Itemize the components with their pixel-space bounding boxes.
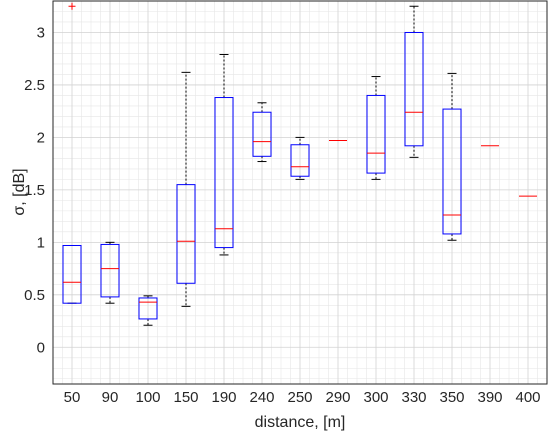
y-tick-labels: 0 0.5 1 1.5 2 2.5 3 — [24, 24, 45, 356]
x-tick-label: 150 — [173, 389, 198, 406]
x-tick-label: 240 — [249, 389, 274, 406]
y-tick-label: 0 — [37, 339, 45, 356]
box-100 — [138, 297, 158, 320]
outliers — [68, 2, 76, 10]
plot-frame — [52, 0, 548, 385]
y-tick-label: 2 — [37, 129, 45, 146]
boxes — [62, 31, 462, 320]
medians — [63, 111, 537, 303]
x-tick-label: 290 — [325, 389, 350, 406]
y-axis-label: σ, [dB] — [11, 168, 28, 215]
x-tick-labels: 50 90 100 150 190 240 250 290 300 330 350 390 400 — [64, 389, 541, 406]
box-350 — [442, 108, 462, 235]
x-tick-label: 100 — [135, 389, 160, 406]
y-tick-label: 3 — [37, 24, 45, 41]
x-tick-label: 330 — [401, 389, 426, 406]
x-tick-label: 390 — [477, 389, 502, 406]
x-tick-label: 50 — [64, 389, 81, 406]
box-250 — [290, 144, 310, 177]
box-240 — [252, 111, 272, 157]
x-tick-label: 350 — [439, 389, 464, 406]
x-tick-label: 300 — [363, 389, 388, 406]
grid — [53, 1, 547, 384]
y-tick-label: 1 — [37, 234, 45, 251]
box-50 — [62, 244, 82, 304]
box-150 — [176, 184, 196, 284]
box-190 — [214, 97, 234, 249]
box-330 — [404, 31, 424, 147]
x-axis-label: distance, [m] — [255, 414, 346, 431]
x-tick-label: 90 — [102, 389, 119, 406]
y-tick-label: 1.5 — [24, 182, 45, 199]
x-tick-label: 400 — [515, 389, 540, 406]
x-tick-label: 190 — [211, 389, 236, 406]
box-300 — [366, 94, 386, 174]
x-tick-label: 250 — [287, 389, 312, 406]
y-tick-label: 0.5 — [24, 287, 45, 304]
y-tick-label: 2.5 — [24, 77, 45, 94]
box-90 — [100, 243, 120, 298]
